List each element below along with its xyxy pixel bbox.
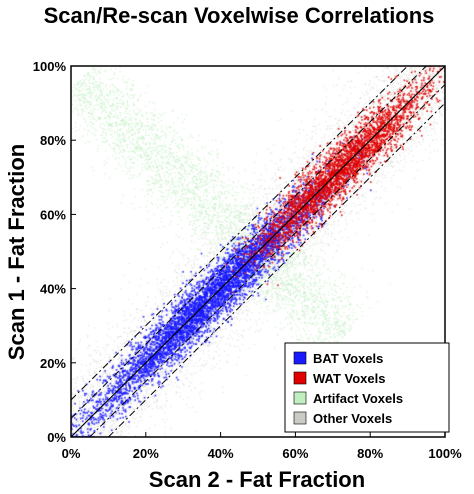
x-tick-label: 100% [428, 446, 462, 461]
offset-line-3 [108, 102, 446, 438]
y-tick-label: 20% [40, 356, 66, 371]
legend-item-other: Other Voxels [293, 411, 392, 426]
axis-ticks: 0%0% 20% 20% 40% 40% 60% 60% 80% 80% 100% 100% [33, 59, 462, 461]
legend-item-artifact: Artifact Voxels [293, 391, 403, 406]
reference-lines [70, 65, 446, 438]
y-tick-label: 40% [40, 282, 66, 297]
legend-label-other: Other Voxels [313, 411, 392, 426]
plot-frame [70, 65, 446, 438]
legend: BAT Voxels WAT Voxels Artifact Voxels Ot… [284, 342, 450, 433]
legend-box [284, 342, 450, 433]
legend-item-bat: BAT Voxels [293, 351, 383, 366]
legend-swatch-other [293, 411, 307, 425]
y-tick-label: 100% [33, 59, 67, 74]
y-tick-label: 60% [40, 207, 66, 222]
x-tick-label: 40% [208, 446, 234, 461]
legend-item-wat: WAT Voxels [293, 371, 385, 386]
y-axis-label: Scan 1 - Fat Fraction [4, 144, 29, 360]
legend-swatch-artifact [293, 391, 307, 405]
x-tick-label: 0% [62, 446, 81, 461]
offset-line-4 [70, 65, 408, 401]
legend-swatch-wat [293, 371, 307, 385]
legend-swatch-bat [293, 351, 307, 365]
offset-line-1 [89, 84, 446, 438]
y-tick-label: 80% [40, 133, 66, 148]
legend-label-artifact: Artifact Voxels [313, 391, 403, 406]
identity-line [70, 65, 446, 438]
y-tick-label: 0% [47, 430, 66, 445]
chart-title: Scan/Re-scan Voxelwise Correlations [44, 3, 435, 28]
x-tick-label: 20% [133, 446, 159, 461]
offset-line-2 [70, 65, 427, 419]
legend-label-wat: WAT Voxels [313, 371, 385, 386]
x-tick-label: 60% [282, 446, 308, 461]
x-tick-label: 80% [357, 446, 383, 461]
x-axis-label: Scan 2 - Fat Fraction [149, 467, 365, 492]
legend-label-bat: BAT Voxels [313, 351, 383, 366]
